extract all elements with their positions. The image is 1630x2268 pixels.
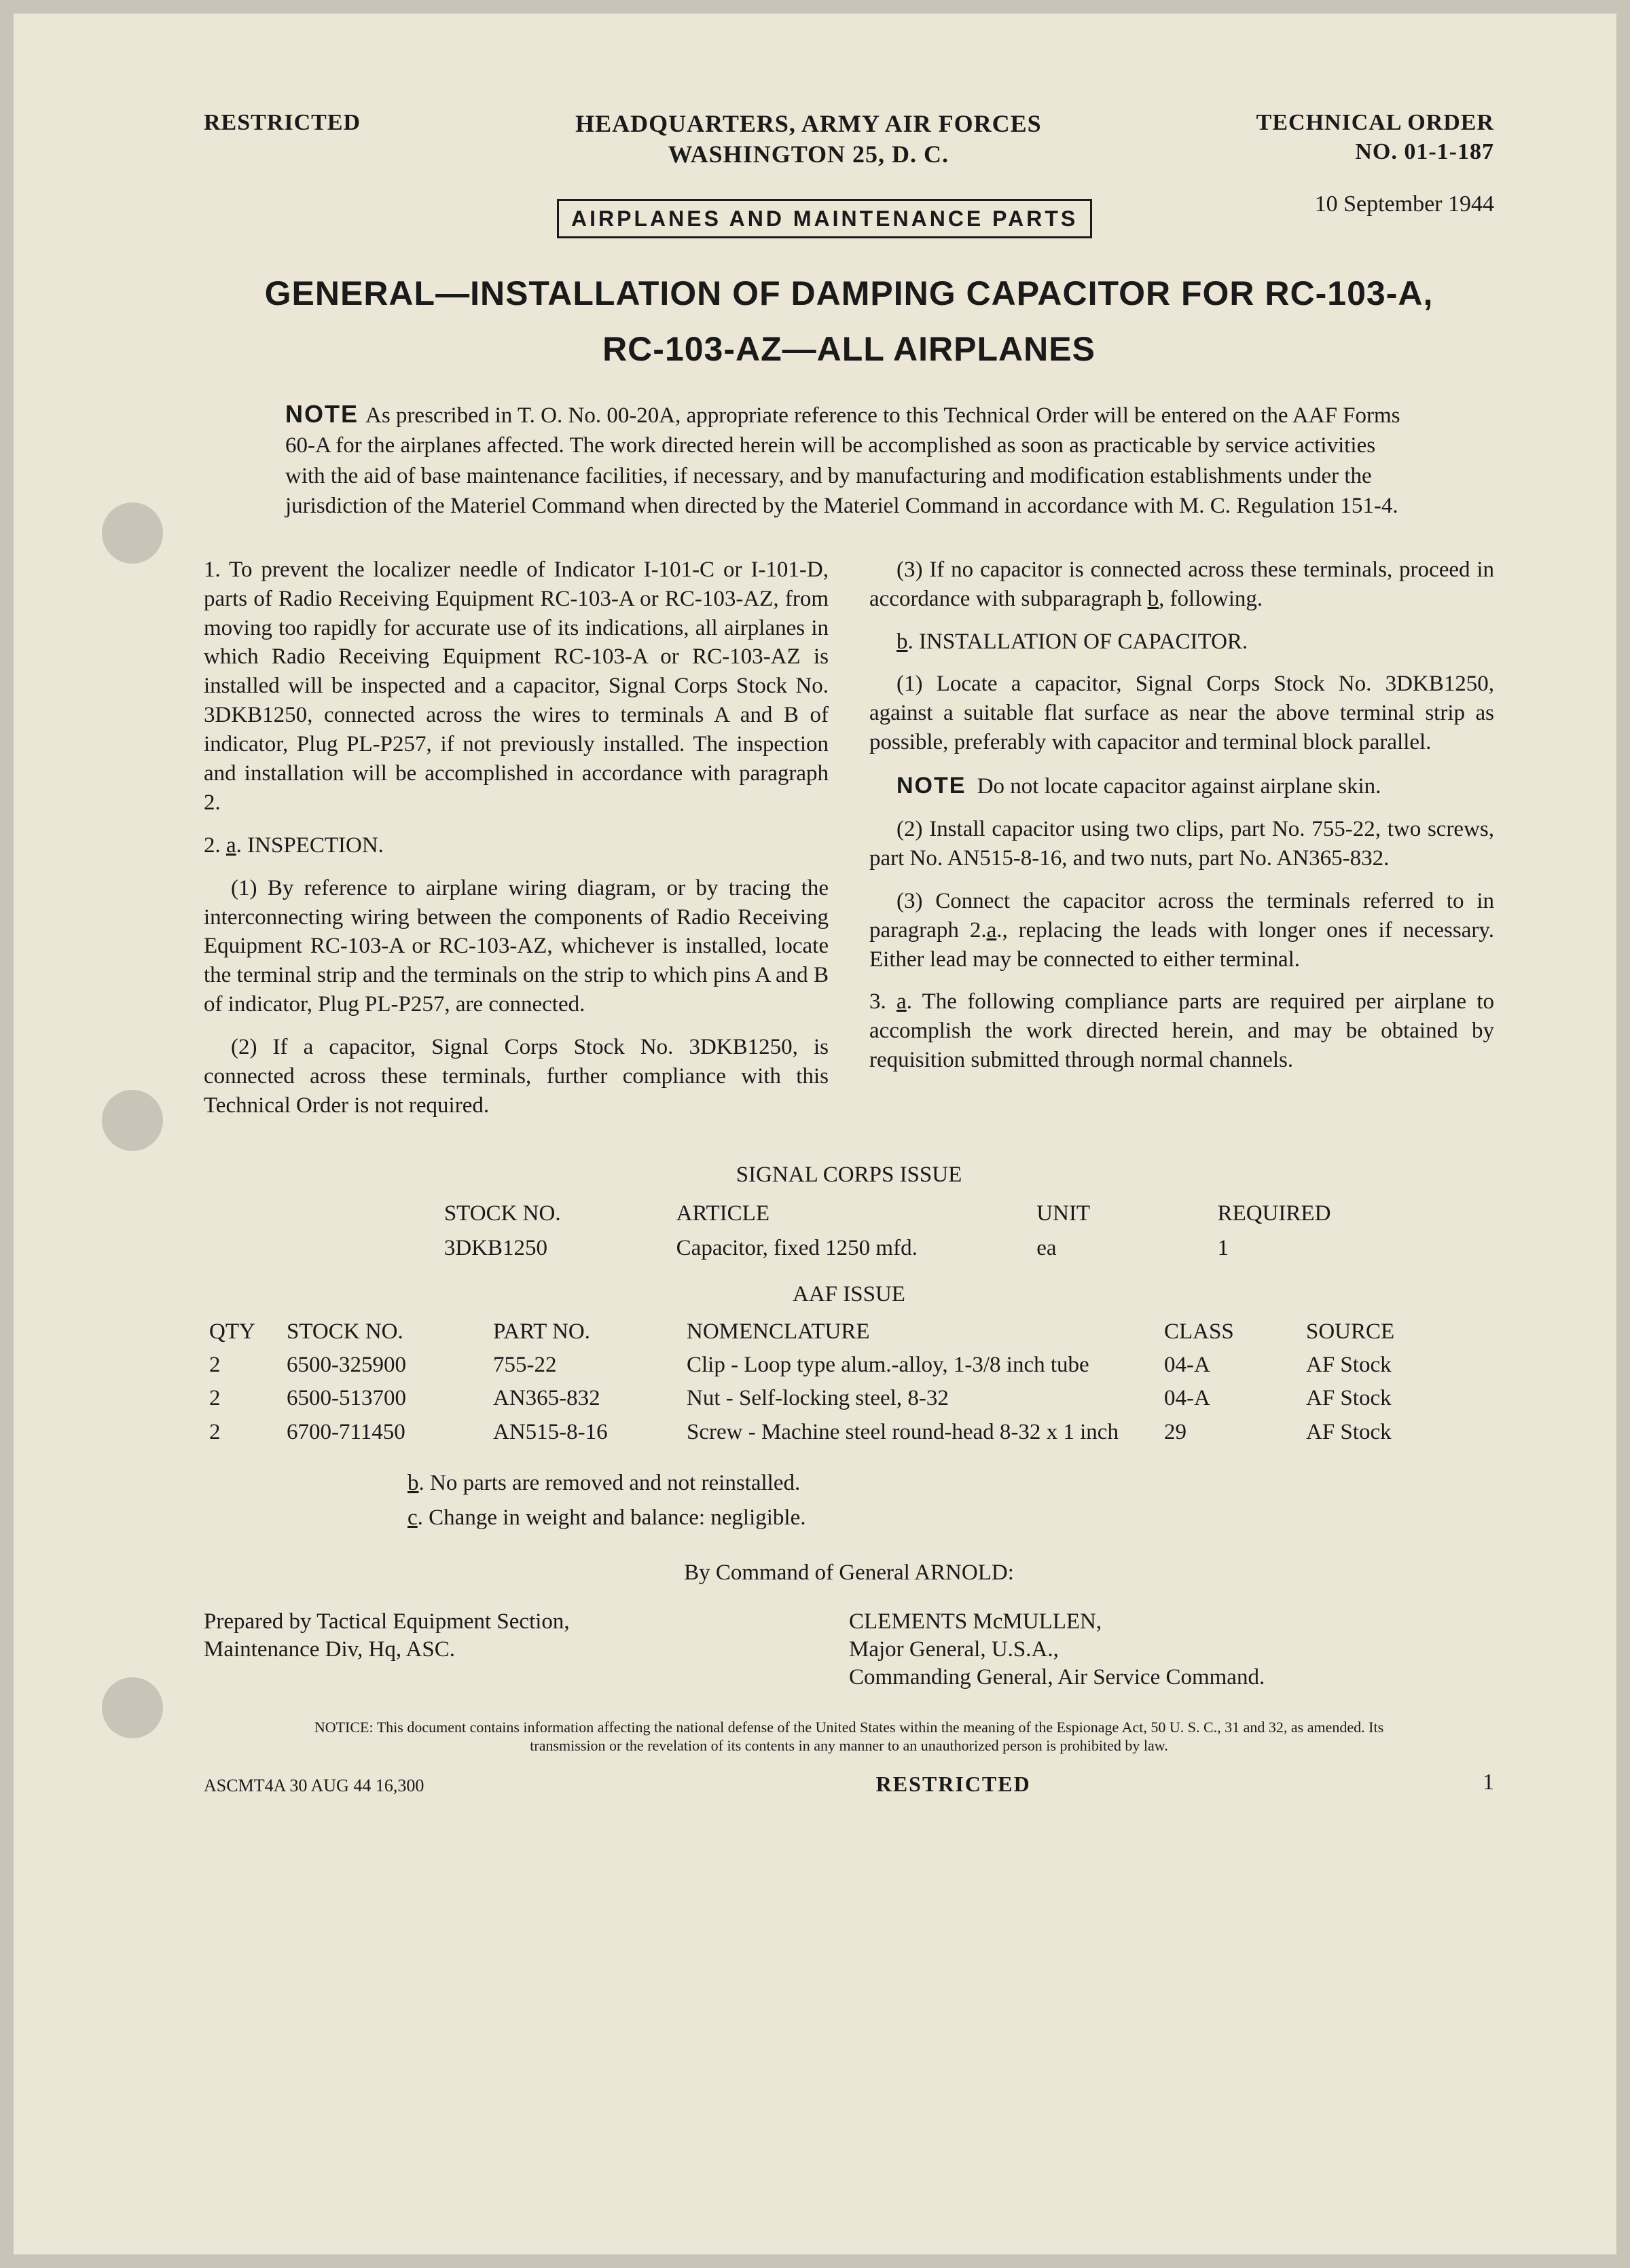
aaf-table-section: AAF ISSUE QTY STOCK NO. PART NO. NOMENCL… xyxy=(204,1281,1494,1449)
org-line-2: WASHINGTON 25, D. C. xyxy=(575,139,1041,170)
punch-hole xyxy=(102,502,163,564)
main-title-line2: RC-103-AZ—ALL AIRPLANES xyxy=(204,328,1494,371)
para-2a-2: (2) If a capacitor, Signal Corps Stock N… xyxy=(204,1033,829,1120)
para-2b-heading: b. INSTALLATION OF CAPACITOR. xyxy=(869,627,1494,657)
aaf-table-title: AAF ISSUE xyxy=(204,1281,1494,1309)
left-column: 1. To prevent the localizer needle of In… xyxy=(204,555,829,1134)
punch-hole xyxy=(102,1677,163,1738)
para-2a-heading: 2. a. INSPECTION. xyxy=(204,831,829,860)
notes-below-table: b. No parts are removed and not reinstal… xyxy=(408,1469,1494,1533)
tech-order-block: TECHNICAL ORDER NO. 01-1-187 xyxy=(1256,109,1494,166)
main-title-line1: GENERAL—INSTALLATION OF DAMPING CAPACITO… xyxy=(204,272,1494,315)
org-line-1: HEADQUARTERS, ARMY AIR FORCES xyxy=(575,109,1041,139)
inline-note: NOTE Do not locate capacitor against air… xyxy=(869,771,1494,801)
document-page: RESTRICTED HEADQUARTERS, ARMY AIR FORCES… xyxy=(14,14,1616,2254)
classification-label: RESTRICTED xyxy=(204,109,361,138)
para-1: 1. To prevent the localizer needle of In… xyxy=(204,555,829,818)
para-2a-3: (3) If no capacitor is connected across … xyxy=(869,555,1494,614)
to-label: TECHNICAL ORDER xyxy=(1256,109,1494,138)
body-columns: 1. To prevent the localizer needle of In… xyxy=(204,555,1494,1134)
to-number: NO. 01-1-187 xyxy=(1256,138,1494,167)
organization-header: HEADQUARTERS, ARMY AIR FORCES WASHINGTON… xyxy=(575,109,1041,170)
punch-hole xyxy=(102,1090,163,1151)
prepared-by: Prepared by Tactical Equipment Section, … xyxy=(204,1608,849,1692)
footer-row: ASCMT4A 30 AUG 44 16,300 RESTRICTED 1 xyxy=(204,1768,1494,1797)
note-text: As prescribed in T. O. No. 00-20A, appro… xyxy=(285,403,1400,519)
table-header-row: STOCK NO. ARTICLE UNIT REQUIRED xyxy=(205,1197,1493,1230)
signatory: CLEMENTS McMULLEN, Major General, U.S.A.… xyxy=(849,1608,1494,1692)
note-block: NOTEAs prescribed in T. O. No. 00-20A, a… xyxy=(285,398,1413,522)
para-2b-3: (3) Connect the capacitor across the ter… xyxy=(869,887,1494,974)
note-c: c. Change in weight and balance: negligi… xyxy=(408,1504,1494,1532)
note-b: b. No parts are removed and not reinstal… xyxy=(408,1469,1494,1497)
para-2b-1: (1) Locate a capacitor, Signal Corps Sto… xyxy=(869,670,1494,757)
sig-table-title: SIGNAL CORPS ISSUE xyxy=(204,1161,1494,1189)
page-number: 1 xyxy=(1483,1768,1494,1797)
para-3a: 3. a. The following compliance parts are… xyxy=(869,987,1494,1075)
header-row: RESTRICTED HEADQUARTERS, ARMY AIR FORCES… xyxy=(204,109,1494,170)
note-label: NOTE xyxy=(285,400,359,428)
security-notice: NOTICE: This document contains informati… xyxy=(312,1719,1386,1755)
footer-classification: RESTRICTED xyxy=(876,1770,1031,1797)
table-row: 2 6500-513700 AN365-832 Nut - Self-locki… xyxy=(204,1382,1494,1415)
table-row: 2 6500-325900 755-22 Clip - Loop type al… xyxy=(204,1349,1494,1382)
aaf-table: QTY STOCK NO. PART NO. NOMENCLATURE CLAS… xyxy=(204,1315,1494,1449)
table-header-row: QTY STOCK NO. PART NO. NOMENCLATURE CLAS… xyxy=(204,1315,1494,1349)
para-2a-1: (1) By reference to airplane wiring diag… xyxy=(204,874,829,1019)
signature-block: Prepared by Tactical Equipment Section, … xyxy=(204,1608,1494,1692)
right-column: (3) If no capacitor is connected across … xyxy=(869,555,1494,1134)
category-box: AIRPLANES AND MAINTENANCE PARTS xyxy=(557,199,1092,238)
signal-corps-table-section: SIGNAL CORPS ISSUE STOCK NO. ARTICLE UNI… xyxy=(204,1161,1494,1267)
print-code: ASCMT4A 30 AUG 44 16,300 xyxy=(204,1775,424,1797)
table-row: 2 6700-711450 AN515-8-16 Screw - Machine… xyxy=(204,1416,1494,1449)
table-row: 3DKB1250 Capacitor, fixed 1250 mfd. ea 1 xyxy=(205,1232,1493,1265)
signal-corps-table: STOCK NO. ARTICLE UNIT REQUIRED 3DKB1250… xyxy=(204,1196,1494,1267)
para-2b-2: (2) Install capacitor using two clips, p… xyxy=(869,815,1494,873)
category-container: AIRPLANES AND MAINTENANCE PARTS xyxy=(204,199,1494,238)
command-line: By Command of General ARNOLD: xyxy=(204,1559,1494,1587)
